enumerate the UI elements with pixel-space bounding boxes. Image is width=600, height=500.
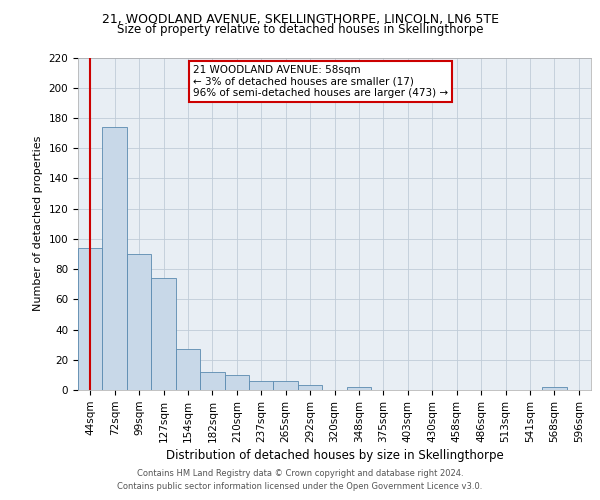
Bar [78, 248, 103, 390]
Text: Contains HM Land Registry data © Crown copyright and database right 2024.: Contains HM Land Registry data © Crown c… [137, 468, 463, 477]
Text: Size of property relative to detached houses in Skellingthorpe: Size of property relative to detached ho… [117, 22, 483, 36]
X-axis label: Distribution of detached houses by size in Skellingthorpe: Distribution of detached houses by size … [166, 449, 503, 462]
Text: 21, WOODLAND AVENUE, SKELLINGTHORPE, LINCOLN, LN6 5TE: 21, WOODLAND AVENUE, SKELLINGTHORPE, LIN… [101, 12, 499, 26]
Bar [176, 349, 200, 390]
Bar [298, 386, 322, 390]
Text: 21 WOODLAND AVENUE: 58sqm
← 3% of detached houses are smaller (17)
96% of semi-d: 21 WOODLAND AVENUE: 58sqm ← 3% of detach… [193, 65, 448, 98]
Text: Contains public sector information licensed under the Open Government Licence v3: Contains public sector information licen… [118, 482, 482, 491]
Bar [274, 381, 298, 390]
Bar [151, 278, 176, 390]
Bar [224, 375, 249, 390]
Y-axis label: Number of detached properties: Number of detached properties [33, 136, 43, 312]
Bar [127, 254, 151, 390]
Bar [347, 387, 371, 390]
Bar [200, 372, 224, 390]
Bar [103, 127, 127, 390]
Bar [542, 387, 566, 390]
Bar [249, 381, 274, 390]
